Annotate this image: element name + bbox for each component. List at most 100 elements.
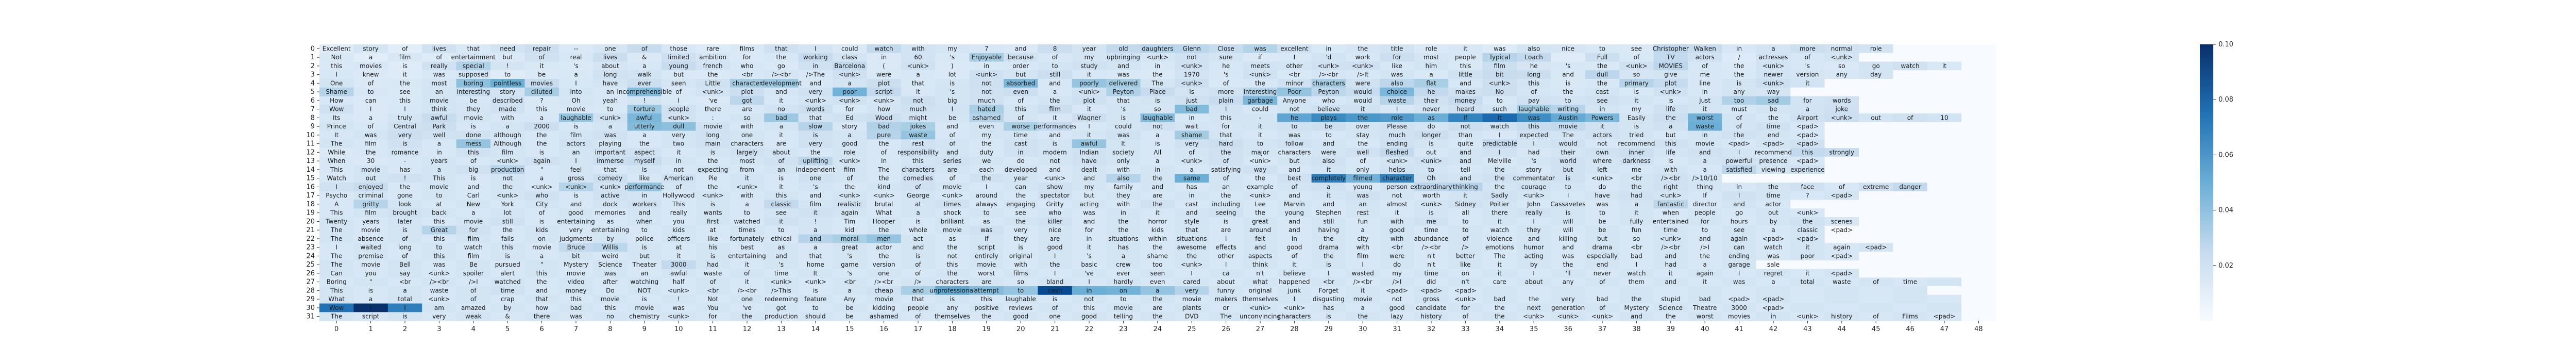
heatmap-cell <box>969 61 1004 71</box>
cell-token-label: see <box>1734 226 1744 234</box>
cell-token-label: they <box>1014 235 1028 242</box>
heatmap-cell <box>1551 96 1586 105</box>
cell-token-label: movies <box>1728 313 1750 320</box>
cell-token-label: this <box>1665 140 1676 147</box>
cell-token-label: darkness <box>1622 157 1650 165</box>
cell-token-label: so <box>1017 278 1024 286</box>
heatmap-cell <box>1072 87 1107 96</box>
heatmap-cell <box>1380 113 1415 123</box>
cell-token-label: bit <box>572 252 580 259</box>
cell-token-label: and <box>810 192 822 199</box>
cell-token-label: 's <box>950 54 955 61</box>
cell-token-label: worst <box>978 270 995 277</box>
heatmap-cell <box>867 105 902 114</box>
cell-token-label: What <box>876 209 892 217</box>
cell-token-label: the <box>1734 132 1744 139</box>
cell-token-label: One <box>330 79 343 87</box>
heatmap-cell <box>1859 260 1893 269</box>
cell-token-label: of <box>1634 54 1640 61</box>
y-tick-label: 20 <box>306 218 315 225</box>
cell-token-label: Hollywood <box>663 192 694 199</box>
cell-token-label: a <box>779 123 783 130</box>
cell-token-label: satisfied <box>1726 166 1752 173</box>
cell-token-label: really <box>670 209 687 217</box>
cell-token-label: other <box>1218 252 1234 259</box>
heatmap-cell <box>558 96 594 105</box>
cell-token-label: Oh <box>1427 175 1435 182</box>
cell-token-label: telling <box>1114 313 1133 320</box>
cell-token-label: out <box>1426 149 1436 156</box>
colorbar-ticks: 0.020.040.060.080.10 <box>2213 41 2233 270</box>
cell-token-label: DVD <box>1185 313 1198 320</box>
cell-token-label: movie <box>1558 123 1578 130</box>
heatmap-cell <box>662 70 696 79</box>
cell-token-label: time <box>1424 226 1438 234</box>
x-tick-label: 42 <box>1769 325 1778 333</box>
heatmap-cell <box>969 87 1004 96</box>
cell-token-label: Prince <box>327 123 346 130</box>
cell-token-label: " <box>369 278 372 286</box>
cell-token-label: was <box>1767 252 1779 259</box>
y-tick-label: 17 <box>306 192 315 200</box>
cell-token-label: not <box>1392 296 1402 303</box>
cell-token-label: very <box>672 132 686 139</box>
cell-token-label: yeah <box>603 97 618 104</box>
heatmap-cell <box>627 70 662 79</box>
cell-token-label: also <box>1528 45 1540 52</box>
cell-token-label: it <box>1634 209 1638 217</box>
cell-token-label: my <box>1392 270 1402 277</box>
cell-token-label: with <box>1014 261 1027 268</box>
cell-token-label: time <box>1424 270 1438 277</box>
cell-token-label: in <box>1087 287 1092 294</box>
cell-token-label: for <box>743 54 752 61</box>
cell-token-label: kidding <box>873 304 895 311</box>
cell-token-label: The <box>330 235 342 242</box>
heatmap-cell <box>730 87 765 96</box>
cell-token-label: lives <box>603 54 617 61</box>
heatmap-cell <box>1927 208 1962 218</box>
heatmap-cell <box>662 105 696 114</box>
heatmap-cell <box>1859 139 1893 149</box>
cell-token-label: is <box>539 149 545 156</box>
cell-token-label: to <box>1018 287 1024 294</box>
cell-token-label: the <box>947 244 958 251</box>
cell-token-label: characters <box>731 140 764 147</box>
cell-token-label: <unk> <box>1283 304 1305 311</box>
heatmap-cell <box>1175 44 1209 54</box>
cell-token-label: generation <box>1551 304 1585 311</box>
cell-token-label: <unk> <box>428 270 450 277</box>
cell-token-label: the <box>1153 175 1163 182</box>
cell-token-label: entertaining <box>728 252 766 259</box>
cell-token-label: and <box>570 201 582 208</box>
y-tick-label: 21 <box>306 226 315 234</box>
cell-token-label: it <box>779 132 783 139</box>
cell-token-label: tell <box>1461 166 1470 173</box>
cell-token-label: the <box>1153 201 1163 208</box>
heatmap-cell <box>1824 303 1859 313</box>
heatmap-cell <box>1653 87 1688 96</box>
heatmap-cell <box>764 122 799 131</box>
cell-token-label: could <box>1115 123 1132 130</box>
y-tick-label: 10 <box>306 132 315 139</box>
cell-token-label: film <box>365 209 377 217</box>
cell-token-label: interesting <box>457 88 490 95</box>
heatmap-cell <box>1859 208 1893 218</box>
cell-token-label: garbage <box>1247 97 1273 104</box>
cell-token-label: <unk> <box>668 287 689 294</box>
heatmap-cell <box>1517 122 1551 131</box>
x-tick-label: 43 <box>1803 325 1812 333</box>
cell-token-label: more <box>1218 88 1234 95</box>
heatmap-cell <box>1722 61 1757 71</box>
cell-token-label: for <box>469 226 478 234</box>
heatmap-cell <box>1893 70 1928 79</box>
cell-token-label: Wow <box>329 304 344 311</box>
heatmap-cell <box>1790 286 1825 296</box>
cell-token-label: wasted <box>1352 270 1374 277</box>
cell-token-label: a <box>1361 226 1365 234</box>
cell-token-label: total <box>1801 278 1815 286</box>
cell-token-label: ) <box>951 62 954 70</box>
cell-token-label: this <box>433 218 445 225</box>
cell-token-label: described <box>493 97 523 104</box>
cell-token-label: movie <box>977 261 996 268</box>
cell-token-label: that <box>809 252 822 259</box>
